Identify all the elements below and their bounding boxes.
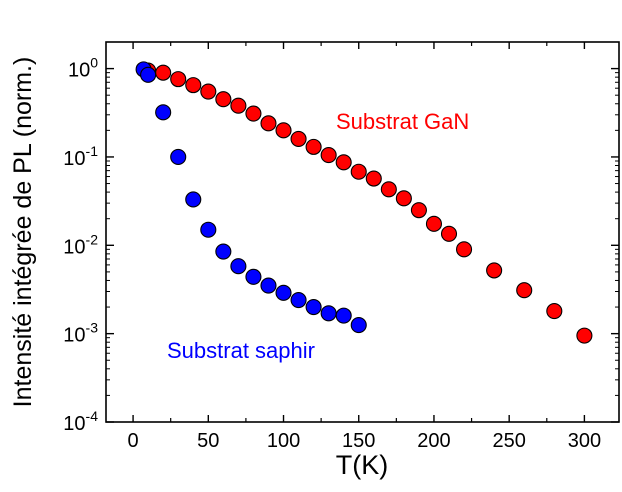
saphir-point [260, 277, 277, 294]
gan-point [365, 170, 382, 187]
gan-point [170, 71, 187, 88]
saphir-point [230, 258, 247, 275]
saphir-point [245, 268, 262, 285]
gan-point [380, 181, 397, 198]
gan-point [215, 91, 232, 108]
y-axis: 10-4 10-3 10-2 10-1 100 [63, 41, 619, 435]
y-tick-label: 100 [68, 55, 98, 82]
saphir-point [320, 305, 337, 322]
gan-point [260, 115, 277, 132]
gan-point [350, 163, 367, 180]
annotation-saphir: Substrat saphir [167, 338, 315, 363]
gan-point [305, 138, 322, 155]
x-tick-label: 50 [197, 430, 219, 452]
gan-point [546, 303, 563, 320]
gan-point [275, 122, 292, 139]
saphir-point [350, 317, 367, 334]
saphir-point [215, 243, 232, 260]
gan-point [230, 97, 247, 114]
saphir-point [275, 284, 292, 301]
gan-point [516, 282, 533, 299]
gan-point [395, 190, 412, 207]
gan-point [455, 241, 473, 258]
y-axis-label: Intensité intégrée de PL (norm.) [9, 57, 37, 408]
x-axis: 0 50 100 150 200 250 300 [128, 42, 601, 452]
x-tick-label: 300 [568, 430, 601, 452]
saphir-point [140, 66, 157, 83]
y-tick-label: 10-4 [63, 408, 98, 435]
x-axis-label: T(K) [336, 450, 388, 480]
gan-point [155, 64, 172, 81]
x-tick-label: 100 [267, 430, 300, 452]
annotation-gan: Substrat GaN [336, 109, 469, 134]
plot-frame [105, 41, 620, 423]
saphir-point [155, 104, 172, 121]
saphir-point [200, 221, 217, 238]
saphir-point [170, 148, 187, 165]
saphir-point [305, 299, 322, 316]
gan-point [245, 105, 262, 122]
gan-point [486, 262, 503, 279]
data-points [135, 61, 593, 344]
gan-point [290, 130, 307, 147]
x-tick-label: 200 [417, 430, 450, 452]
gan-point [335, 154, 352, 171]
y-tick-label: 10-3 [63, 320, 98, 347]
y-tick-label: 10-2 [63, 231, 98, 258]
gan-point [200, 83, 217, 100]
gan-point [320, 147, 337, 164]
gan-point [425, 215, 443, 232]
gan-point [185, 77, 202, 94]
gan-point [440, 225, 458, 242]
x-tick-label: 250 [492, 430, 525, 452]
saphir-point [185, 191, 202, 208]
gan-point [410, 202, 427, 219]
x-tick-label: 150 [342, 430, 375, 452]
saphir-point [335, 307, 352, 324]
saphir-point [290, 292, 307, 309]
x-tick-label: 0 [128, 430, 139, 452]
gan-point [576, 327, 593, 344]
y-tick-label: 10-1 [63, 143, 98, 170]
